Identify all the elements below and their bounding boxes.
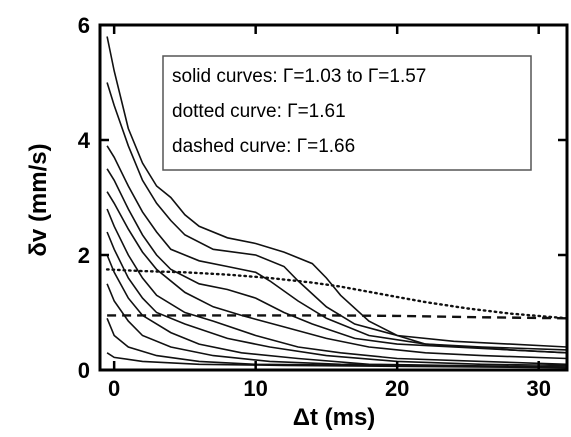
y-tick-label-4: 4 xyxy=(78,128,91,153)
y-tick-label-0: 0 xyxy=(78,358,90,383)
series-line-solid-10 xyxy=(106,352,568,369)
tick-labels-group: 0 10 20 30 0 2 4 6 xyxy=(78,13,551,401)
y-tick-label-6: 6 xyxy=(78,13,90,38)
x-tick-label-30: 30 xyxy=(526,376,550,401)
series-line-solid-5 xyxy=(106,208,568,366)
x-tick-label-0: 0 xyxy=(108,376,120,401)
series-line-solid-4 xyxy=(106,191,568,360)
series-line-solid-1 xyxy=(106,82,568,348)
x-tick-label-10: 10 xyxy=(243,376,267,401)
legend-entry-dashed: dashed curve: Γ=1.66 xyxy=(172,136,355,157)
x-axis-label: Δt (ms) xyxy=(293,404,376,431)
plot-frame xyxy=(98,23,569,372)
series-line-dashed-12 xyxy=(107,314,568,320)
x-tick-label-20: 20 xyxy=(385,376,409,401)
series-line-solid-8 xyxy=(106,283,568,368)
y-axis-label: δv (mm/s) xyxy=(25,143,52,256)
series-line-solid-2 xyxy=(106,145,568,351)
legend-frame xyxy=(162,55,532,171)
y-tick-label-2: 2 xyxy=(78,243,90,268)
series-line-solid-6 xyxy=(106,231,568,367)
series-line-solid-3 xyxy=(106,168,568,354)
legend-entry-solid: solid curves: Γ=1.03 to Γ=1.57 xyxy=(172,66,426,87)
series-line-dotted-11 xyxy=(105,268,569,320)
legend-box: solid curves: Γ=1.03 to Γ=1.57 dotted cu… xyxy=(162,55,532,171)
series-line-solid-7 xyxy=(106,254,568,368)
legend-entry-dotted: dotted curve: Γ=1.61 xyxy=(172,101,346,122)
